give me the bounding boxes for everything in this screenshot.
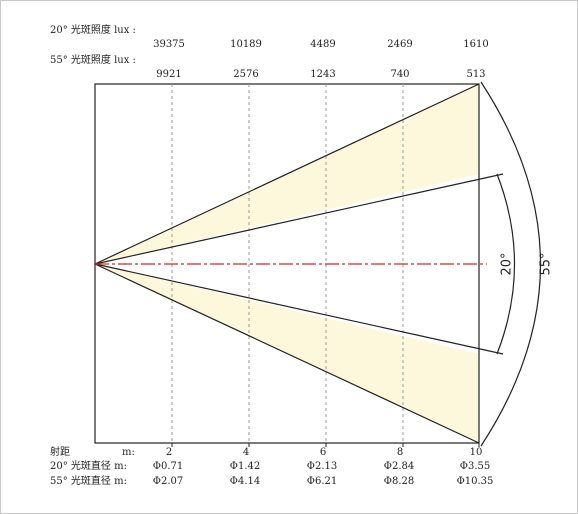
distance-unit: m: xyxy=(122,447,135,458)
distance-caption: 射距 xyxy=(50,446,70,458)
lux-20-value: 4489 xyxy=(310,39,335,50)
diameter-20-value: Φ1.42 xyxy=(230,461,260,472)
lux-20-value: 39375 xyxy=(153,39,185,50)
angle-label-20: 20° xyxy=(500,252,515,275)
beam-edge-55-lower xyxy=(94,263,480,444)
diameter-55-value: Φ8.28 xyxy=(384,476,414,487)
lux-20-value: 10189 xyxy=(230,39,262,50)
distance-value: 8 xyxy=(397,447,403,458)
lux-55-value: 1243 xyxy=(310,69,335,80)
lux-20-value: 2469 xyxy=(387,39,412,50)
diameter-55-value: Φ4.14 xyxy=(230,476,260,487)
angle-label-55: 55° xyxy=(539,252,554,275)
lux-55-value: 2576 xyxy=(233,69,258,80)
distance-value: 4 xyxy=(243,447,249,458)
diameter-20-value: Φ2.13 xyxy=(307,461,337,472)
diameter-55-value: Φ2.07 xyxy=(153,476,183,487)
lux-55-value: 9921 xyxy=(156,69,181,80)
diameter-55-value: Φ6.21 xyxy=(307,476,337,487)
distance-value: 6 xyxy=(320,447,326,458)
distance-guides xyxy=(171,84,480,447)
beam-edge-55-upper xyxy=(94,83,480,265)
lux-20-caption: 20° 光斑照度 lux : xyxy=(50,23,136,36)
station-values: 39375 9921 2 Φ0.71 Φ2.07 10189 2576 4 Φ1.42 Φ4.14… xyxy=(153,39,494,487)
beam-edge-20-lower xyxy=(94,263,504,355)
arc-20-degree xyxy=(496,173,516,355)
lux-20-value: 1610 xyxy=(463,39,488,50)
diameter-20-value: Φ0.71 xyxy=(153,461,183,472)
diameter-55-value: Φ10.35 xyxy=(457,476,494,487)
distance-value: 2 xyxy=(166,447,172,458)
lux-55-value: 513 xyxy=(466,69,485,80)
lux-55-caption: 55° 光斑照度 lux : xyxy=(50,53,136,66)
lux-55-value: 740 xyxy=(390,69,409,80)
diameter-20-value: Φ2.84 xyxy=(384,461,414,472)
diameter-20-caption: 20° 光斑直径 m: xyxy=(50,459,127,472)
diameter-55-caption: 55° 光斑直径 m: xyxy=(50,474,127,487)
diameter-20-value: Φ3.55 xyxy=(460,461,490,472)
arc-55-degree xyxy=(480,81,541,447)
beam-edge-20-upper xyxy=(94,173,504,265)
distance-value: 10 xyxy=(470,447,483,458)
